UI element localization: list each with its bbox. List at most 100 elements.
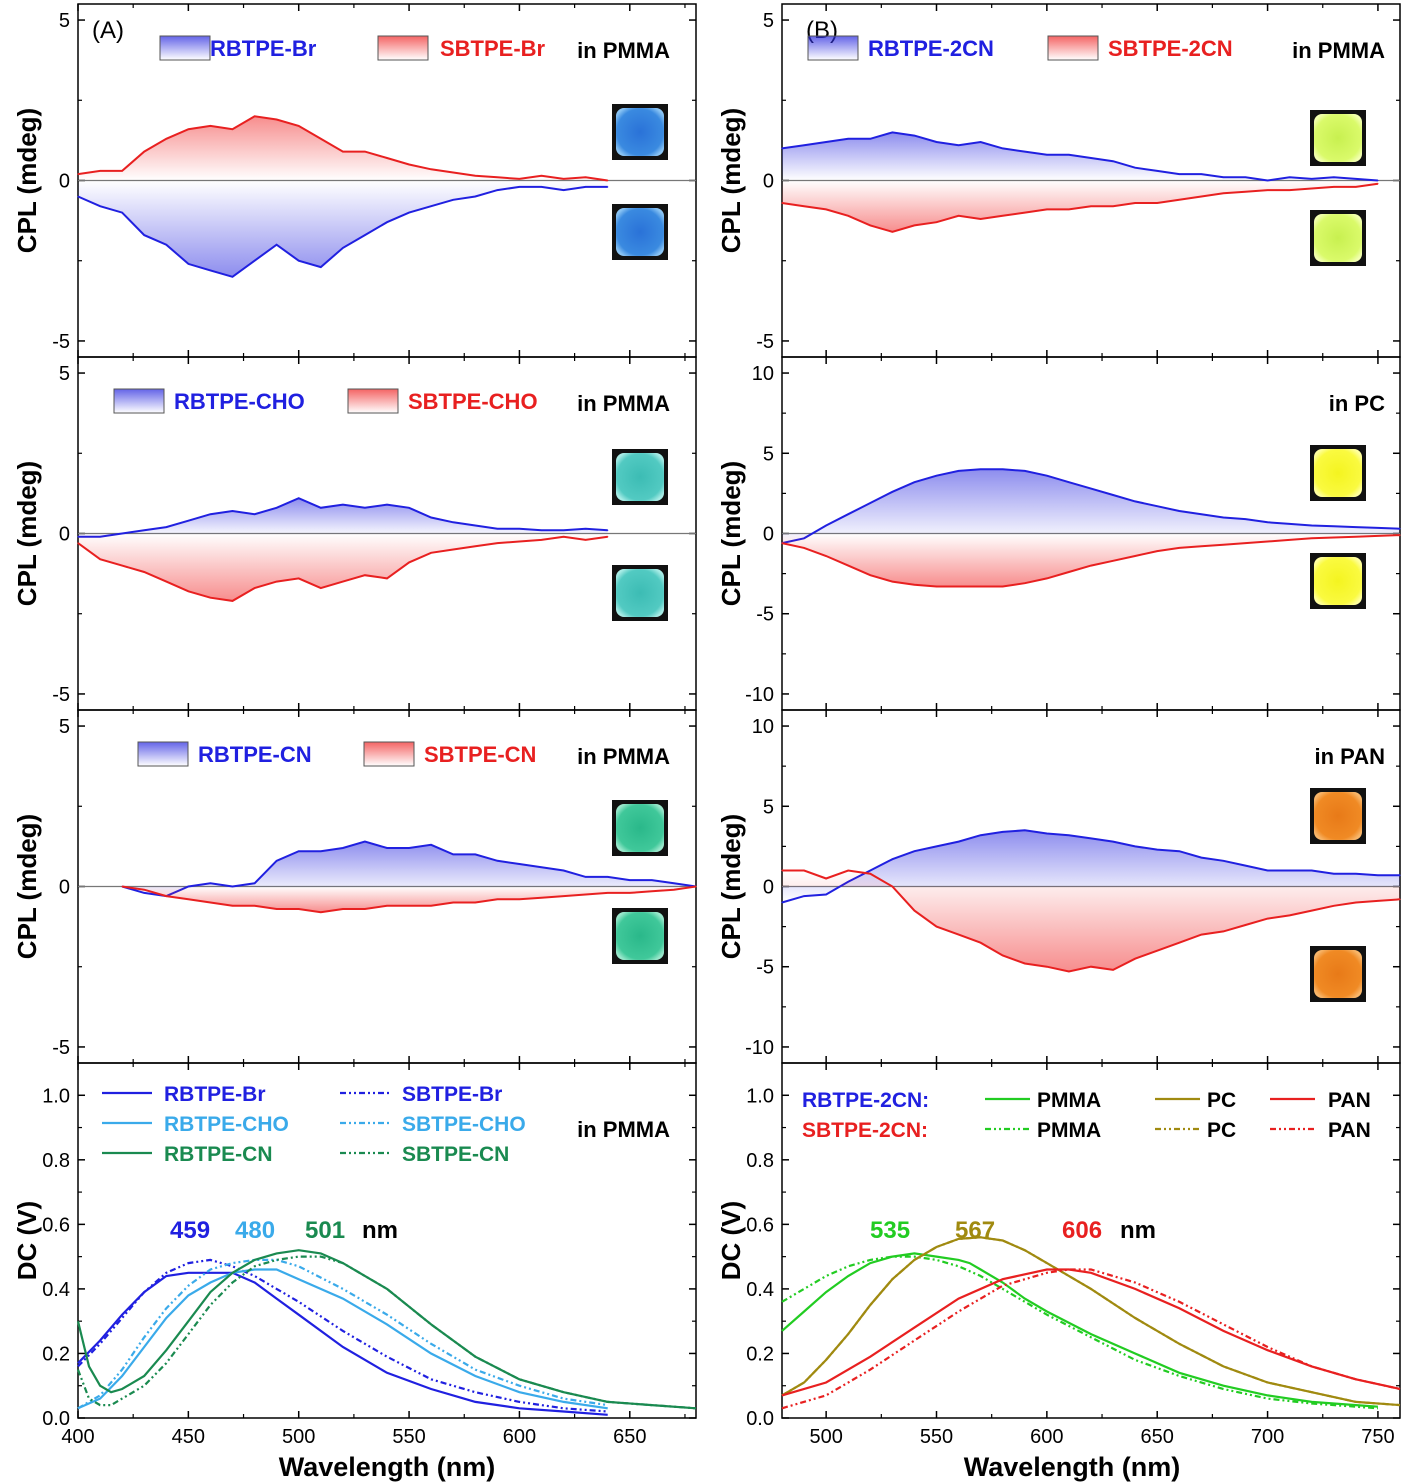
series-line-rbtpe-br	[77, 1271, 608, 1416]
y-tick-label: -5	[756, 957, 774, 979]
data-point	[1222, 516, 1225, 519]
data-point	[1002, 954, 1004, 957]
data-point	[342, 908, 344, 910]
data-point	[1090, 157, 1092, 159]
data-point	[585, 876, 587, 878]
data-point	[869, 574, 871, 576]
data-point	[935, 475, 938, 477]
y-tick-label: 0.8	[746, 1150, 774, 1172]
data-point	[1024, 151, 1026, 153]
y-tick-label: 10	[752, 716, 774, 738]
series-line-sbtpe-2cn-pmma	[781, 1255, 1378, 1410]
y-axis-title: CPL (mdeg)	[716, 814, 746, 959]
data-point	[562, 178, 565, 180]
data-point	[408, 561, 410, 563]
data-point	[1134, 555, 1136, 557]
legend-swatch	[137, 741, 189, 767]
data-point	[452, 199, 454, 201]
data-point	[540, 539, 543, 541]
data-point	[364, 234, 366, 236]
matrix-label: in PMMA	[577, 1117, 670, 1142]
data-point	[980, 141, 982, 143]
data-point	[651, 890, 653, 892]
legend-matrix-label: PMMA	[1037, 1119, 1101, 1142]
data-point	[629, 892, 631, 894]
data-point	[1244, 176, 1247, 178]
data-point	[1068, 481, 1070, 483]
data-point	[1178, 850, 1180, 852]
legend-swatch	[363, 741, 415, 767]
data-point	[803, 869, 805, 872]
data-point	[585, 176, 587, 178]
peak-unit: nm	[1120, 1217, 1156, 1244]
data-point	[957, 215, 960, 217]
data-point	[1156, 950, 1158, 952]
legend-matrix-label: PAN	[1328, 1119, 1371, 1142]
data-point	[1311, 909, 1313, 912]
data-point	[1134, 845, 1136, 847]
data-point	[1134, 500, 1136, 503]
data-point	[1046, 966, 1048, 968]
data-point	[891, 131, 893, 133]
data-point	[980, 218, 982, 220]
y-tick-label: -5	[52, 1037, 70, 1059]
data-point	[1112, 969, 1114, 971]
data-point	[231, 600, 234, 602]
data-point	[891, 581, 893, 583]
data-point	[320, 587, 322, 589]
y-tick-label: 0.2	[42, 1343, 70, 1365]
data-point	[298, 577, 300, 580]
data-point	[803, 547, 805, 549]
data-point	[1200, 545, 1202, 547]
data-point	[253, 905, 256, 907]
data-point	[408, 163, 410, 166]
data-point	[825, 877, 827, 880]
legend-matrix-label: PAN	[1328, 1089, 1371, 1112]
data-point	[1156, 170, 1158, 172]
data-point	[364, 840, 366, 843]
data-point	[585, 186, 587, 188]
x-axis-title-b: Wavelength (nm)	[964, 1452, 1181, 1482]
data-point	[1355, 186, 1357, 188]
data-point	[452, 853, 454, 856]
data-point	[913, 850, 916, 852]
data-point	[77, 542, 79, 544]
data-point	[1090, 564, 1092, 567]
data-point	[430, 552, 432, 554]
data-point	[585, 528, 587, 530]
data-point	[1289, 869, 1291, 872]
x-tick-label: 600	[503, 1426, 536, 1448]
data-point	[1244, 924, 1247, 926]
series-line-sbtpe-cho	[77, 1258, 608, 1410]
data-point	[320, 138, 322, 140]
data-point	[957, 144, 960, 146]
data-point	[1002, 147, 1004, 150]
peak-label: 535	[870, 1217, 910, 1244]
legend-label: SBTPE-2CN	[1108, 36, 1233, 61]
data-point	[1399, 534, 1401, 536]
data-point	[165, 244, 167, 246]
data-point	[209, 901, 212, 904]
data-point	[364, 151, 366, 153]
y-axis-title: CPL (mdeg)	[12, 108, 42, 253]
data-point	[1156, 505, 1158, 507]
data-point	[540, 175, 543, 177]
series-line-sbtpe-cn	[76, 1255, 697, 1410]
data-point	[1024, 962, 1026, 965]
data-point	[1311, 524, 1313, 527]
data-point	[980, 468, 982, 470]
data-point	[980, 942, 982, 944]
plot-frame	[77, 1062, 697, 1419]
data-point	[1112, 205, 1114, 207]
data-point	[209, 882, 212, 884]
data-point	[276, 860, 278, 862]
legend-swatch	[347, 388, 399, 414]
data-point	[143, 151, 145, 153]
series-fill-rbtpe-2cn	[782, 469, 1400, 544]
data-point	[891, 231, 893, 233]
data-point	[1289, 523, 1291, 525]
data-point	[276, 507, 278, 509]
data-point	[1289, 189, 1291, 191]
matrix-label: in PMMA	[577, 38, 670, 63]
data-point	[695, 885, 697, 888]
